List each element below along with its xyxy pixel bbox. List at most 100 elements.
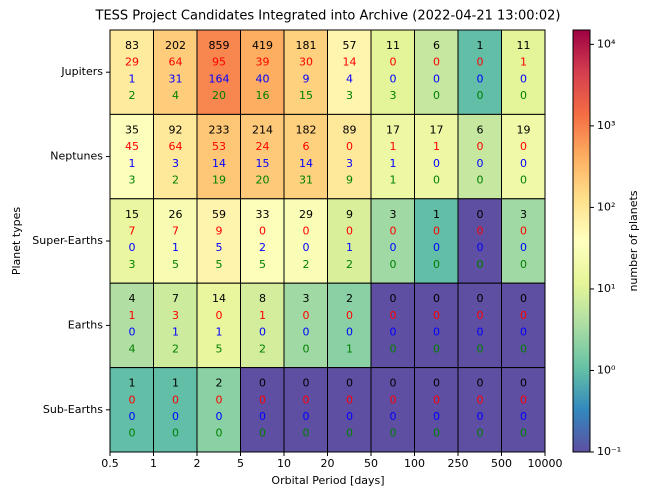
cell-label: 0 [346, 140, 353, 153]
cell-label: 64 [169, 140, 183, 153]
cell-label: 0 [346, 377, 353, 390]
cell-label: 2 [172, 174, 179, 187]
cell-label: 31 [169, 72, 183, 85]
cell-label: 16 [256, 89, 270, 102]
cell-label: 2 [346, 258, 353, 271]
cell-label: 95 [212, 56, 226, 69]
colorbar-tick-label: 10⁰ [597, 363, 616, 376]
cell-label: 7 [172, 292, 179, 305]
cell-label: 40 [256, 72, 270, 85]
cell-label: 1 [216, 326, 223, 339]
cell [457, 198, 502, 284]
cell [414, 113, 459, 200]
colorbar-tick-label: 10⁻¹ [597, 445, 621, 458]
cell [501, 113, 546, 200]
cell [414, 29, 459, 115]
cell-label: 14 [212, 292, 226, 305]
y-tick-label: Jupiters [60, 65, 103, 78]
cell-label: 0 [433, 72, 440, 85]
cell-label: 1 [259, 309, 266, 322]
cell-label: 11 [517, 39, 531, 52]
cell-label: 2 [259, 241, 266, 254]
cell-label: 2 [259, 342, 266, 355]
x-tick-label: 2 [194, 457, 201, 470]
cell-label: 14 [299, 157, 313, 170]
cell-label: 59 [212, 208, 226, 221]
cell [196, 367, 241, 453]
cell-label: 4 [129, 342, 136, 355]
cell-label: 1 [520, 56, 527, 69]
cell-label: 0 [129, 241, 136, 254]
cell-label: 0 [520, 292, 527, 305]
cell-label: 0 [520, 225, 527, 238]
cell [501, 282, 546, 369]
cell [327, 29, 372, 115]
cell-label: 1 [390, 174, 397, 187]
cell-label: 0 [433, 174, 440, 187]
cell-label: 419 [252, 39, 273, 52]
cell-label: 0 [390, 342, 397, 355]
cell-label: 0 [477, 326, 484, 339]
cell-label: 89 [343, 123, 357, 136]
cell-label: 15 [125, 208, 139, 221]
x-axis-label: Orbital Period [days] [271, 474, 384, 487]
cell-label: 5 [216, 241, 223, 254]
cell-label: 0 [129, 427, 136, 440]
cell-label: 33 [256, 208, 270, 221]
cell-label: 1 [433, 208, 440, 221]
cell-label: 17 [386, 123, 400, 136]
cell-label: 0 [433, 292, 440, 305]
cell [457, 367, 502, 453]
cell-label: 0 [477, 427, 484, 440]
cell-label: 0 [433, 309, 440, 322]
cell-label: 0 [259, 427, 266, 440]
cell [109, 198, 154, 284]
cell-label: 0 [129, 326, 136, 339]
x-tick-label: 250 [448, 457, 469, 470]
cell-label: 2 [172, 342, 179, 355]
cell-label: 0 [346, 225, 353, 238]
chart-title: TESS Project Candidates Integrated into … [95, 9, 561, 24]
cell-label: 0 [303, 393, 310, 406]
cell-label: 3 [172, 157, 179, 170]
cell-label: 8 [259, 292, 266, 305]
x-tick-label: 500 [491, 457, 512, 470]
cell-label: 0 [433, 89, 440, 102]
cell [327, 367, 372, 453]
cell-label: 0 [390, 241, 397, 254]
cell-label: 3 [390, 208, 397, 221]
cell-label: 20 [256, 174, 270, 187]
cell [501, 367, 546, 453]
cell-label: 0 [346, 427, 353, 440]
cell [414, 198, 459, 284]
cell-label: 2 [216, 377, 223, 390]
cell-label: 1 [172, 377, 179, 390]
cell-label: 0 [520, 377, 527, 390]
cell-label: 0 [172, 410, 179, 423]
cell-label: 0 [477, 410, 484, 423]
cell-label: 1 [346, 241, 353, 254]
cell-label: 9 [346, 174, 353, 187]
cell-label: 0 [520, 174, 527, 187]
cell [109, 282, 154, 369]
cell-label: 0 [433, 258, 440, 271]
cell [457, 282, 502, 369]
cell-label: 3 [346, 157, 353, 170]
cell [153, 198, 198, 284]
cell-label: 4 [172, 89, 179, 102]
cell-label: 0 [303, 241, 310, 254]
cell-label: 83 [125, 39, 139, 52]
cell-label: 0 [303, 410, 310, 423]
cell-label: 0 [390, 427, 397, 440]
cell [196, 198, 241, 284]
cell [240, 113, 285, 200]
cell-label: 4 [129, 292, 136, 305]
y-tick-label: Sub-Earths [43, 403, 103, 416]
cell [370, 282, 415, 369]
colorbar-tick-label: 10² [597, 200, 615, 213]
x-tick-label: 5 [237, 457, 244, 470]
x-tick-label: 0.5 [101, 457, 119, 470]
cell-label: 0 [433, 393, 440, 406]
cell-label: 3 [129, 174, 136, 187]
cell-label: 0 [303, 326, 310, 339]
